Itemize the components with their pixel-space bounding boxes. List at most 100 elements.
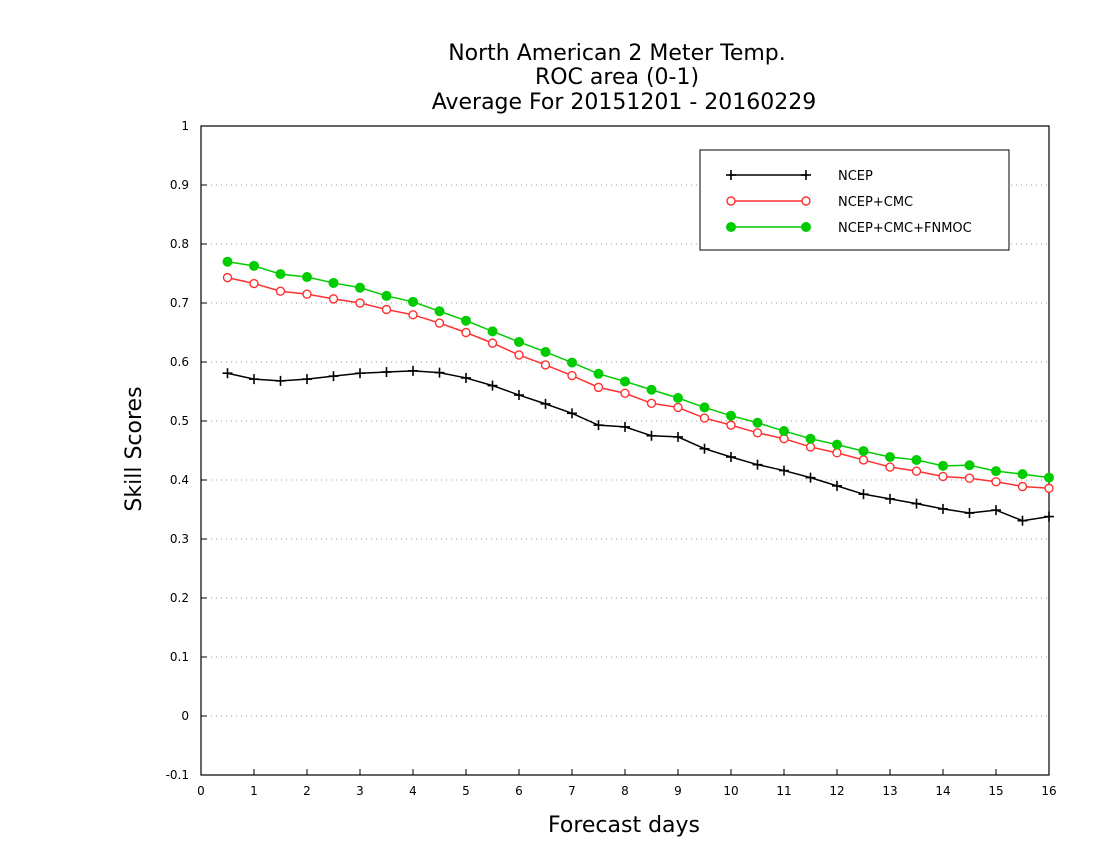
data-point (779, 465, 789, 476)
data-point (328, 277, 339, 288)
chart-title-line-3: Average For 20151201 - 20160229 (432, 90, 817, 115)
legend-label: NCEP+CMC+FNMOC (838, 221, 972, 236)
data-point (726, 410, 736, 421)
x-tick-label: 4 (409, 784, 417, 798)
y-tick-label: 0.3 (170, 532, 189, 546)
data-point (1017, 469, 1028, 480)
data-point (222, 368, 233, 379)
data-point (222, 272, 233, 283)
x-tick-label: 6 (515, 784, 523, 798)
series-ncep (222, 365, 1054, 526)
data-point (646, 384, 657, 395)
data-point (805, 442, 816, 452)
data-point (593, 420, 604, 431)
legend-box (699, 149, 1010, 251)
legend-marker (801, 170, 811, 180)
data-point (302, 289, 312, 299)
x-axis-label: Forecast days (548, 813, 700, 838)
y-tick-label: 0 (181, 709, 189, 723)
y-tick-label: 0.7 (170, 296, 189, 310)
data-point (991, 505, 1001, 516)
series-group (222, 256, 1054, 526)
data-point (540, 360, 551, 370)
y-tick-label: 0.2 (170, 591, 189, 605)
data-point (938, 503, 948, 514)
data-point (726, 420, 736, 430)
data-point (726, 451, 736, 462)
y-tick-label: 0.6 (170, 355, 189, 369)
data-point (540, 398, 551, 409)
legend-marker (726, 196, 736, 206)
x-tick-label: 7 (568, 784, 576, 798)
y-tick-label: 0.9 (170, 178, 189, 192)
chart-title-line-1: North American 2 Meter Temp. (448, 41, 786, 66)
data-point (355, 282, 365, 293)
data-point (779, 426, 789, 437)
x-tick-label: 9 (674, 784, 682, 798)
data-point (964, 508, 975, 519)
legend-item-ncep: NCEP (726, 169, 873, 184)
data-point (938, 460, 948, 471)
data-point (408, 296, 418, 307)
legend-item-ncep-cmc-fnmoc: NCEP+CMC+FNMOC (726, 221, 972, 236)
data-point (461, 327, 471, 338)
data-point (964, 473, 975, 483)
legend-marker (801, 196, 811, 206)
data-point (673, 402, 683, 413)
data-point (275, 269, 286, 280)
y-tick-label: 0.8 (170, 237, 189, 251)
x-tick-label: 11 (776, 784, 791, 798)
data-point (328, 294, 339, 304)
series-ncep-cmc (222, 272, 1054, 493)
legend-item-ncep-cmc: NCEP+CMC (726, 195, 913, 210)
data-point (328, 371, 339, 382)
data-point (938, 471, 948, 482)
data-point (752, 459, 763, 470)
series-line (227, 276, 1050, 490)
data-point (567, 408, 577, 419)
series-line (227, 260, 1050, 479)
data-point (355, 368, 365, 379)
data-point (461, 372, 471, 383)
data-point (832, 480, 842, 491)
data-point (620, 376, 630, 387)
data-point (858, 455, 869, 465)
legend-marker (726, 170, 736, 180)
data-point (302, 272, 312, 283)
data-point (434, 306, 445, 317)
data-point (567, 357, 577, 368)
data-point (567, 370, 577, 381)
data-point (752, 417, 763, 428)
data-point (487, 326, 498, 337)
data-point (461, 315, 471, 326)
gridlines (201, 184, 1049, 717)
y-tick-label: -0.1 (166, 768, 189, 782)
data-point (514, 350, 524, 360)
data-point (673, 431, 683, 442)
data-point (699, 413, 710, 423)
legend-label: NCEP+CMC (838, 195, 913, 210)
x-tick-label: 1 (250, 784, 258, 798)
data-point (593, 382, 604, 393)
x-tick-label: 14 (935, 784, 950, 798)
x-tick-label: 8 (621, 784, 629, 798)
data-point (646, 398, 657, 408)
data-point (885, 462, 895, 472)
x-tick-label: 3 (356, 784, 364, 798)
data-point (434, 367, 445, 378)
x-tick-label: 15 (988, 784, 1003, 798)
data-point (1017, 515, 1028, 526)
data-point (275, 286, 286, 296)
data-point (805, 472, 816, 483)
data-point (885, 493, 895, 504)
data-point (540, 346, 551, 357)
data-point (514, 336, 524, 347)
data-point (964, 460, 975, 471)
chart-title-line-2: ROC area (0-1) (535, 65, 699, 90)
data-point (381, 304, 392, 315)
legend: NCEP NCEP+CMC NCEP+CMC+FNMOC (699, 149, 1010, 251)
legend-marker (726, 222, 736, 232)
data-point (832, 439, 842, 450)
data-point (1044, 483, 1054, 493)
